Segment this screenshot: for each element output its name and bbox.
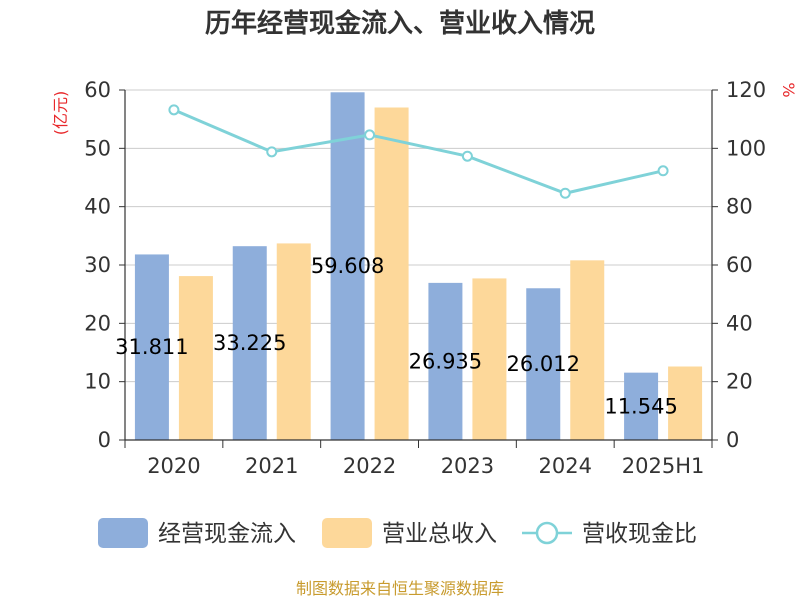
legend-swatch [322,518,372,548]
legend-label: 营业总收入 [382,521,497,547]
left-tick-label: 60 [84,78,111,102]
data-label: 11.545 [604,394,677,418]
ratio-point [461,150,473,162]
bar-cash-inflow [526,288,561,440]
ratio-point [657,165,669,177]
source-note: 制图数据来自恒生聚源数据库 [296,579,504,598]
x-tick-label: 2020 [147,454,200,478]
ratio-point [364,129,376,141]
left-tick-label: 30 [84,253,111,277]
ratio-line [173,108,664,195]
bar-revenue [570,260,605,440]
bar-revenue [668,366,703,440]
data-label: 26.012 [507,352,580,376]
x-tick-label: 2025H1 [622,454,705,478]
right-tick-label: 40 [726,311,753,335]
legend: 经营现金流入 营业总收入 营收现金比 [98,518,697,548]
bars-layer [134,92,703,440]
axes: 0 10 20 30 40 50 60 0 20 40 60 80 100 120 2020 2021 2022… [84,78,766,478]
left-tick-label: 10 [84,370,111,394]
bar-revenue [472,278,507,440]
ratio-point [168,104,180,116]
right-tick-label: 120 [726,78,766,102]
x-tick-label: 2023 [441,454,494,478]
legend-swatch [98,518,148,548]
x-tick-label: 2022 [343,454,396,478]
left-tick-label: 50 [84,136,111,160]
data-label: 31.811 [115,335,188,359]
left-tick-label: 0 [98,428,111,452]
left-tick-label: 40 [84,195,111,219]
legend-label: 经营现金流入 [158,521,296,547]
bar-cash-inflow [134,254,169,440]
right-tick-label: 60 [726,253,753,277]
chart-title: 历年经营现金流入、营业收入情况 [205,8,595,39]
right-tick-label: 20 [726,370,753,394]
gridlines [125,89,712,383]
right-tick-label: 80 [726,195,753,219]
right-tick-label: 100 [726,136,766,160]
right-axis-unit: % [779,82,798,97]
x-tick-label: 2024 [539,454,592,478]
data-labels: 31.811 33.225 59.608 26.935 26.012 11.545 [115,254,678,418]
right-tick-label: 0 [726,428,739,452]
bar-revenue [178,276,213,440]
data-label: 33.225 [213,331,286,355]
ratio-point [559,187,571,199]
bar-revenue [276,243,311,440]
left-axis-unit: (亿元) [51,91,70,136]
line-layer [168,104,669,199]
data-label: 59.608 [311,254,384,278]
legend-marker [535,521,559,545]
bar-cash-inflow [330,92,365,440]
bar-cash-inflow [232,246,267,440]
ratio-point [266,146,278,158]
bar-cash-inflow [624,372,659,440]
legend-label: 营收现金比 [582,521,697,547]
x-tick-label: 2021 [245,454,298,478]
data-label: 26.935 [409,349,482,373]
left-tick-label: 20 [84,311,111,335]
bar-cash-inflow [428,282,463,440]
bar-revenue [374,107,409,440]
